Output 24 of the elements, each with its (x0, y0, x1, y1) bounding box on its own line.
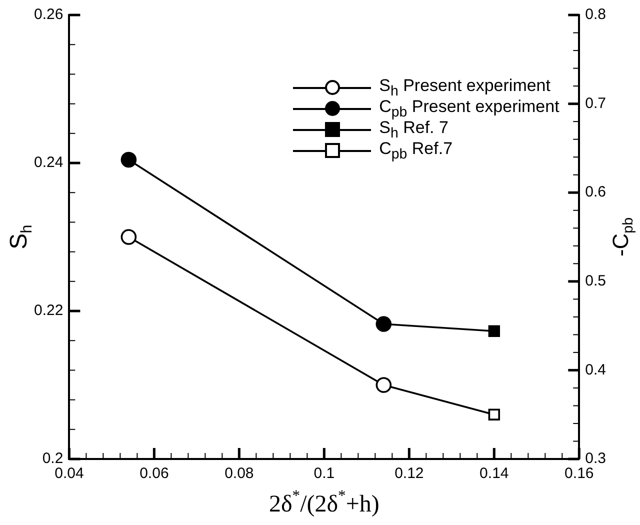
y-tick-label: 0.2 (42, 450, 64, 468)
x-tick-label: 0.1 (314, 465, 335, 482)
x-tick-label: 0.12 (394, 465, 424, 482)
y2-tick-label: 0.8 (585, 6, 606, 24)
y2-axis-title: -Cpb (608, 217, 637, 257)
legend-label: C$_{pb}$ Present experiment (379, 96, 560, 120)
legend-label: S$_{h}$ Present experiment (379, 76, 550, 100)
y-axis-title: Sh (6, 224, 36, 250)
x-tick-label: 0.16 (564, 465, 594, 482)
y-tick-label: 0.26 (34, 6, 64, 24)
y2-tick-label: 0.6 (585, 184, 606, 201)
y-tick-label: 0.22 (34, 302, 64, 320)
legend-label: C$_{pb}$ Ref.7 (379, 138, 453, 162)
y2-tick-label: 0.3 (585, 450, 606, 468)
y-tick-label: 0.24 (34, 154, 64, 172)
y2-tick-label: 0.5 (585, 272, 606, 290)
y2-tick-label: 0.7 (585, 94, 606, 112)
x-axis-title: 2δ*/(2δ*+h) (268, 488, 380, 518)
y2-tick-label: 0.4 (585, 361, 606, 378)
x-tick-label: 0.14 (480, 465, 509, 482)
x-tick-label: 0.08 (224, 465, 254, 482)
x-tick-label: 0.06 (140, 465, 169, 482)
x-tick-label: 0.04 (54, 465, 84, 482)
legend-label: S$_{h}$ Ref. 7 (379, 118, 448, 142)
